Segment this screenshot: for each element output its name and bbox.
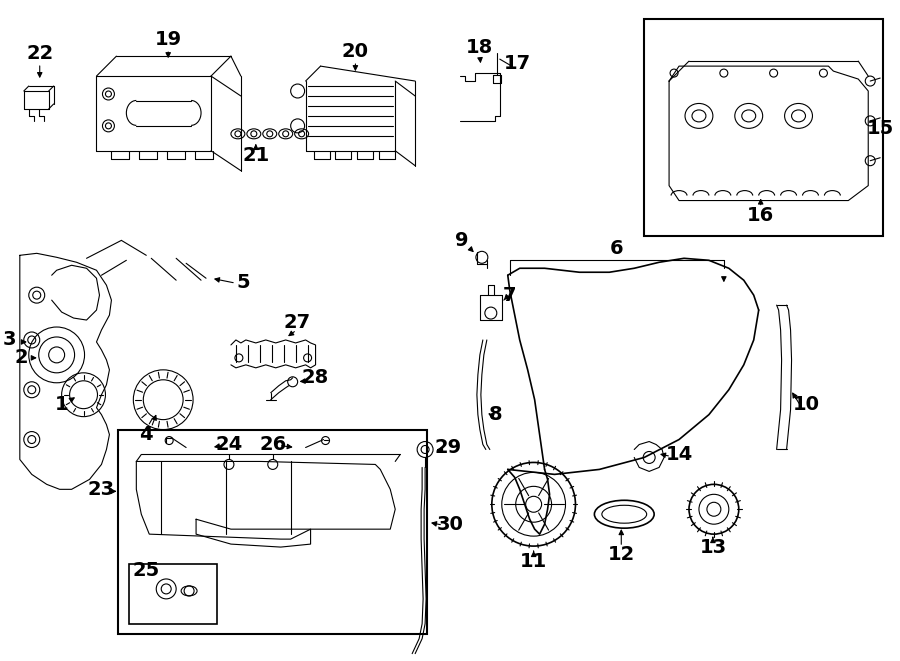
Text: 23: 23 xyxy=(88,480,115,499)
Text: 4: 4 xyxy=(140,425,153,444)
Text: 21: 21 xyxy=(242,146,269,165)
Text: 25: 25 xyxy=(132,561,160,580)
Text: 15: 15 xyxy=(867,120,894,138)
Text: 24: 24 xyxy=(215,435,243,454)
Bar xyxy=(130,564,217,624)
Text: 13: 13 xyxy=(699,537,726,557)
Text: 29: 29 xyxy=(435,438,462,457)
Text: 10: 10 xyxy=(793,395,820,414)
Text: 11: 11 xyxy=(520,551,547,570)
Text: 18: 18 xyxy=(466,38,493,57)
Text: 2: 2 xyxy=(15,348,29,368)
Bar xyxy=(644,19,883,237)
Text: 14: 14 xyxy=(665,445,693,464)
Text: 6: 6 xyxy=(609,239,623,258)
Text: 16: 16 xyxy=(747,206,774,225)
Text: 9: 9 xyxy=(455,231,469,250)
Text: 19: 19 xyxy=(155,30,182,49)
Text: 30: 30 xyxy=(436,515,464,533)
Text: 5: 5 xyxy=(236,273,249,292)
Text: 3: 3 xyxy=(3,330,16,350)
Text: 22: 22 xyxy=(26,44,53,63)
Text: 1: 1 xyxy=(55,395,68,414)
Text: 26: 26 xyxy=(259,435,286,454)
Text: 28: 28 xyxy=(302,368,329,387)
Text: 12: 12 xyxy=(608,545,634,564)
Text: 17: 17 xyxy=(504,54,531,73)
Text: 7: 7 xyxy=(503,286,517,305)
Text: 8: 8 xyxy=(489,405,502,424)
Text: 27: 27 xyxy=(284,313,310,332)
Text: 20: 20 xyxy=(342,42,369,61)
Bar xyxy=(119,430,428,634)
